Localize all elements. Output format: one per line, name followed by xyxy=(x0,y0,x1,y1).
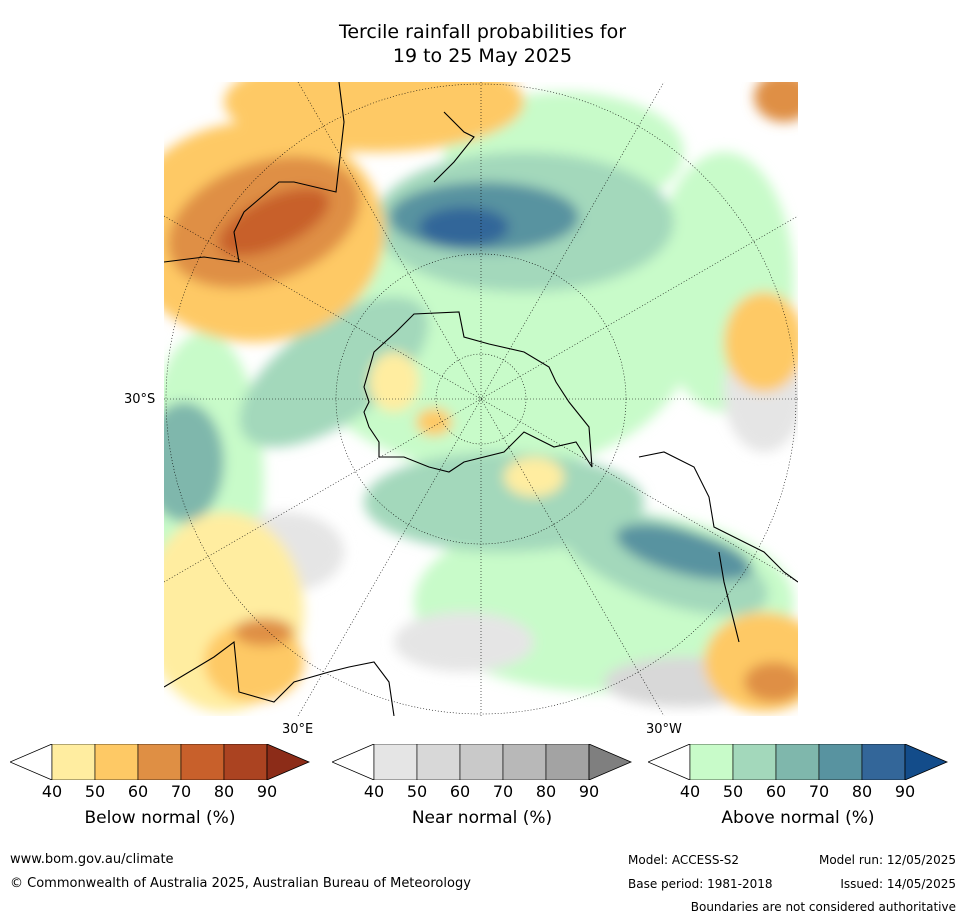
below-extend-high xyxy=(266,744,310,780)
footer-model-run: Model run: 12/05/2025 xyxy=(818,853,956,867)
below-color-step xyxy=(51,744,96,780)
title-line-2: 19 to 25 May 2025 xyxy=(392,45,573,67)
near-color-step xyxy=(502,744,547,780)
africa-coast xyxy=(164,640,395,716)
label-30w: 30°W xyxy=(646,722,682,737)
above-extend-high xyxy=(904,744,948,780)
below-patch xyxy=(754,82,798,122)
below-color-step xyxy=(137,744,182,780)
map-title: Tercile rainfall probabilities for 19 to… xyxy=(0,20,965,68)
footer-model: Model: ACCESS-S2 xyxy=(628,853,740,867)
colorbar-near-scale xyxy=(332,744,632,780)
below-patch xyxy=(234,618,294,646)
colorbar-below: 40 50 60 70 80 90 Below normal (%) xyxy=(10,744,310,834)
polar-map xyxy=(164,82,798,716)
footer-boundaries: Boundaries are not considered authoritat… xyxy=(690,900,956,914)
below-color-step xyxy=(94,744,139,780)
tick-above-90: 90 xyxy=(894,782,916,801)
coastlines xyxy=(164,82,798,716)
colorbar-near: 40 50 60 70 80 90 Near normal (%) xyxy=(332,744,632,834)
above-patch xyxy=(239,296,429,448)
south-america-coast xyxy=(638,451,798,583)
tick-below-80: 80 xyxy=(213,782,235,801)
new-zealand-coast xyxy=(433,111,475,183)
above-patch xyxy=(616,524,752,580)
near-color-step xyxy=(373,744,418,780)
near-extend-high xyxy=(588,744,632,780)
footer-issued: Issued: 14/05/2025 xyxy=(840,877,956,891)
above-color-step xyxy=(732,744,777,780)
colorbar-below-scale xyxy=(10,744,310,780)
colorbar-near-label: Near normal (%) xyxy=(411,808,553,828)
near-color-step xyxy=(416,744,461,780)
above-color-step xyxy=(818,744,863,780)
tick-below-90: 90 xyxy=(256,782,278,801)
tick-above-40: 40 xyxy=(679,782,701,801)
below-patch xyxy=(416,408,452,436)
australia-coast xyxy=(164,82,345,263)
tick-below-70: 70 xyxy=(170,782,192,801)
antarctica-coast xyxy=(363,311,593,473)
colorbar-above: 40 50 60 70 80 90 Above normal (%) xyxy=(648,744,948,834)
colorbar-below-label: Below normal (%) xyxy=(84,808,236,828)
tick-near-70: 70 xyxy=(492,782,514,801)
tick-near-80: 80 xyxy=(535,782,557,801)
near-extend-low xyxy=(332,744,375,780)
south-america-coast-2 xyxy=(718,551,740,643)
near-patch xyxy=(394,612,534,672)
above-extend-low xyxy=(648,744,691,780)
below-patch xyxy=(504,457,564,497)
tick-above-50: 50 xyxy=(722,782,744,801)
footer-copyright: © Commonwealth of Australia 2025, Austra… xyxy=(10,876,471,891)
near-color-step xyxy=(459,744,504,780)
title-line-1: Tercile rainfall probabilities for xyxy=(338,21,627,43)
probability-field xyxy=(164,82,798,712)
tick-near-40: 40 xyxy=(363,782,385,801)
footer-website: www.bom.gov.au/climate xyxy=(10,852,174,867)
tick-near-50: 50 xyxy=(406,782,428,801)
tick-above-60: 60 xyxy=(765,782,787,801)
above-patch xyxy=(419,207,509,247)
tick-above-80: 80 xyxy=(851,782,873,801)
above-color-step xyxy=(861,744,906,780)
footer-base-period: Base period: 1981-2018 xyxy=(628,877,773,891)
tick-below-40: 40 xyxy=(41,782,63,801)
tick-near-60: 60 xyxy=(449,782,471,801)
above-patch xyxy=(164,402,224,522)
tick-near-90: 90 xyxy=(578,782,600,801)
below-patch xyxy=(724,292,798,392)
below-extend-low xyxy=(10,744,53,780)
label-30e: 30°E xyxy=(282,722,314,737)
colorbar-above-label: Above normal (%) xyxy=(721,808,875,828)
below-patch xyxy=(224,82,524,152)
below-patch xyxy=(744,662,798,702)
below-patch xyxy=(369,352,419,412)
tick-above-70: 70 xyxy=(808,782,830,801)
colorbar-above-scale xyxy=(648,744,948,780)
tick-below-50: 50 xyxy=(84,782,106,801)
near-color-step xyxy=(545,744,590,780)
above-color-step xyxy=(689,744,734,780)
label-30s: 30°S xyxy=(124,392,156,407)
below-patch xyxy=(218,187,330,257)
tick-below-60: 60 xyxy=(127,782,149,801)
below-color-step xyxy=(223,744,268,780)
below-color-step xyxy=(180,744,225,780)
graticule xyxy=(164,82,798,716)
map-canvas xyxy=(164,82,798,716)
above-color-step xyxy=(775,744,820,780)
